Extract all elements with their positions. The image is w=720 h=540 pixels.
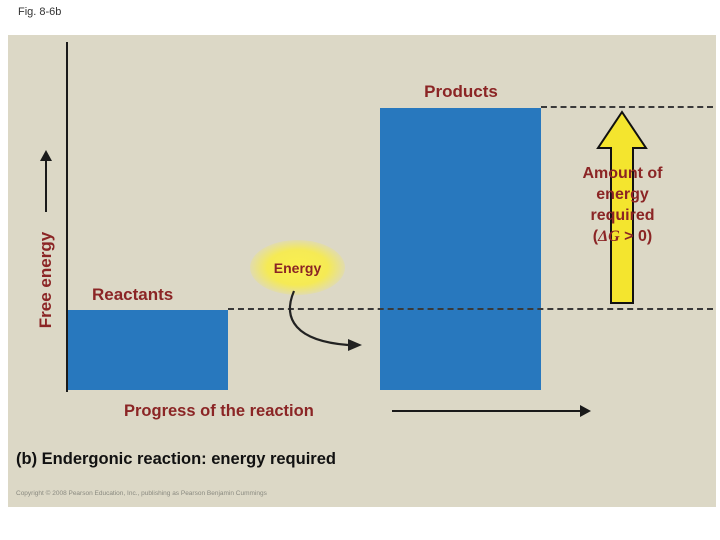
reactants-energy-bar [68, 310, 228, 390]
energy-required-annotation: Amount of energy required (ΔG > 0) [555, 163, 690, 247]
energy-burst: Energy [250, 240, 345, 295]
products-energy-bar [380, 108, 541, 390]
paren-open: ( [592, 228, 599, 245]
x-axis-arrowhead-icon [580, 405, 591, 417]
annotation-line: required [590, 207, 655, 224]
delta-g-symbol: ΔG [598, 228, 620, 245]
energy-input-arrow [289, 290, 362, 351]
annotation-delta-g-line: (ΔG > 0) [555, 226, 690, 247]
paren-close: > 0) [619, 228, 653, 245]
x-axis-label: Progress of the reaction [124, 402, 314, 420]
reactants-level-dashed-line [228, 308, 713, 310]
annotation-line: energy [596, 186, 649, 203]
y-axis-label: Free energy [36, 231, 55, 329]
y-axis-arrowhead-icon [40, 150, 52, 161]
products-level-dashed-line [541, 106, 713, 108]
x-axis-arrow [392, 410, 580, 412]
energy-required-arrow [596, 110, 648, 304]
figure-number-label: Fig. 8-6b [18, 6, 62, 18]
products-label: Products [424, 82, 498, 101]
y-axis-line [66, 42, 68, 392]
figure-caption: (b) Endergonic reaction: energy required [16, 450, 336, 468]
figure-panel [8, 35, 716, 507]
reactants-label: Reactants [92, 285, 174, 304]
y-axis-arrow [45, 160, 47, 212]
annotation-line: Amount of [582, 165, 663, 182]
copyright-line: Copyright © 2008 Pearson Education, Inc.… [16, 490, 267, 497]
energy-label: Energy [273, 259, 322, 276]
